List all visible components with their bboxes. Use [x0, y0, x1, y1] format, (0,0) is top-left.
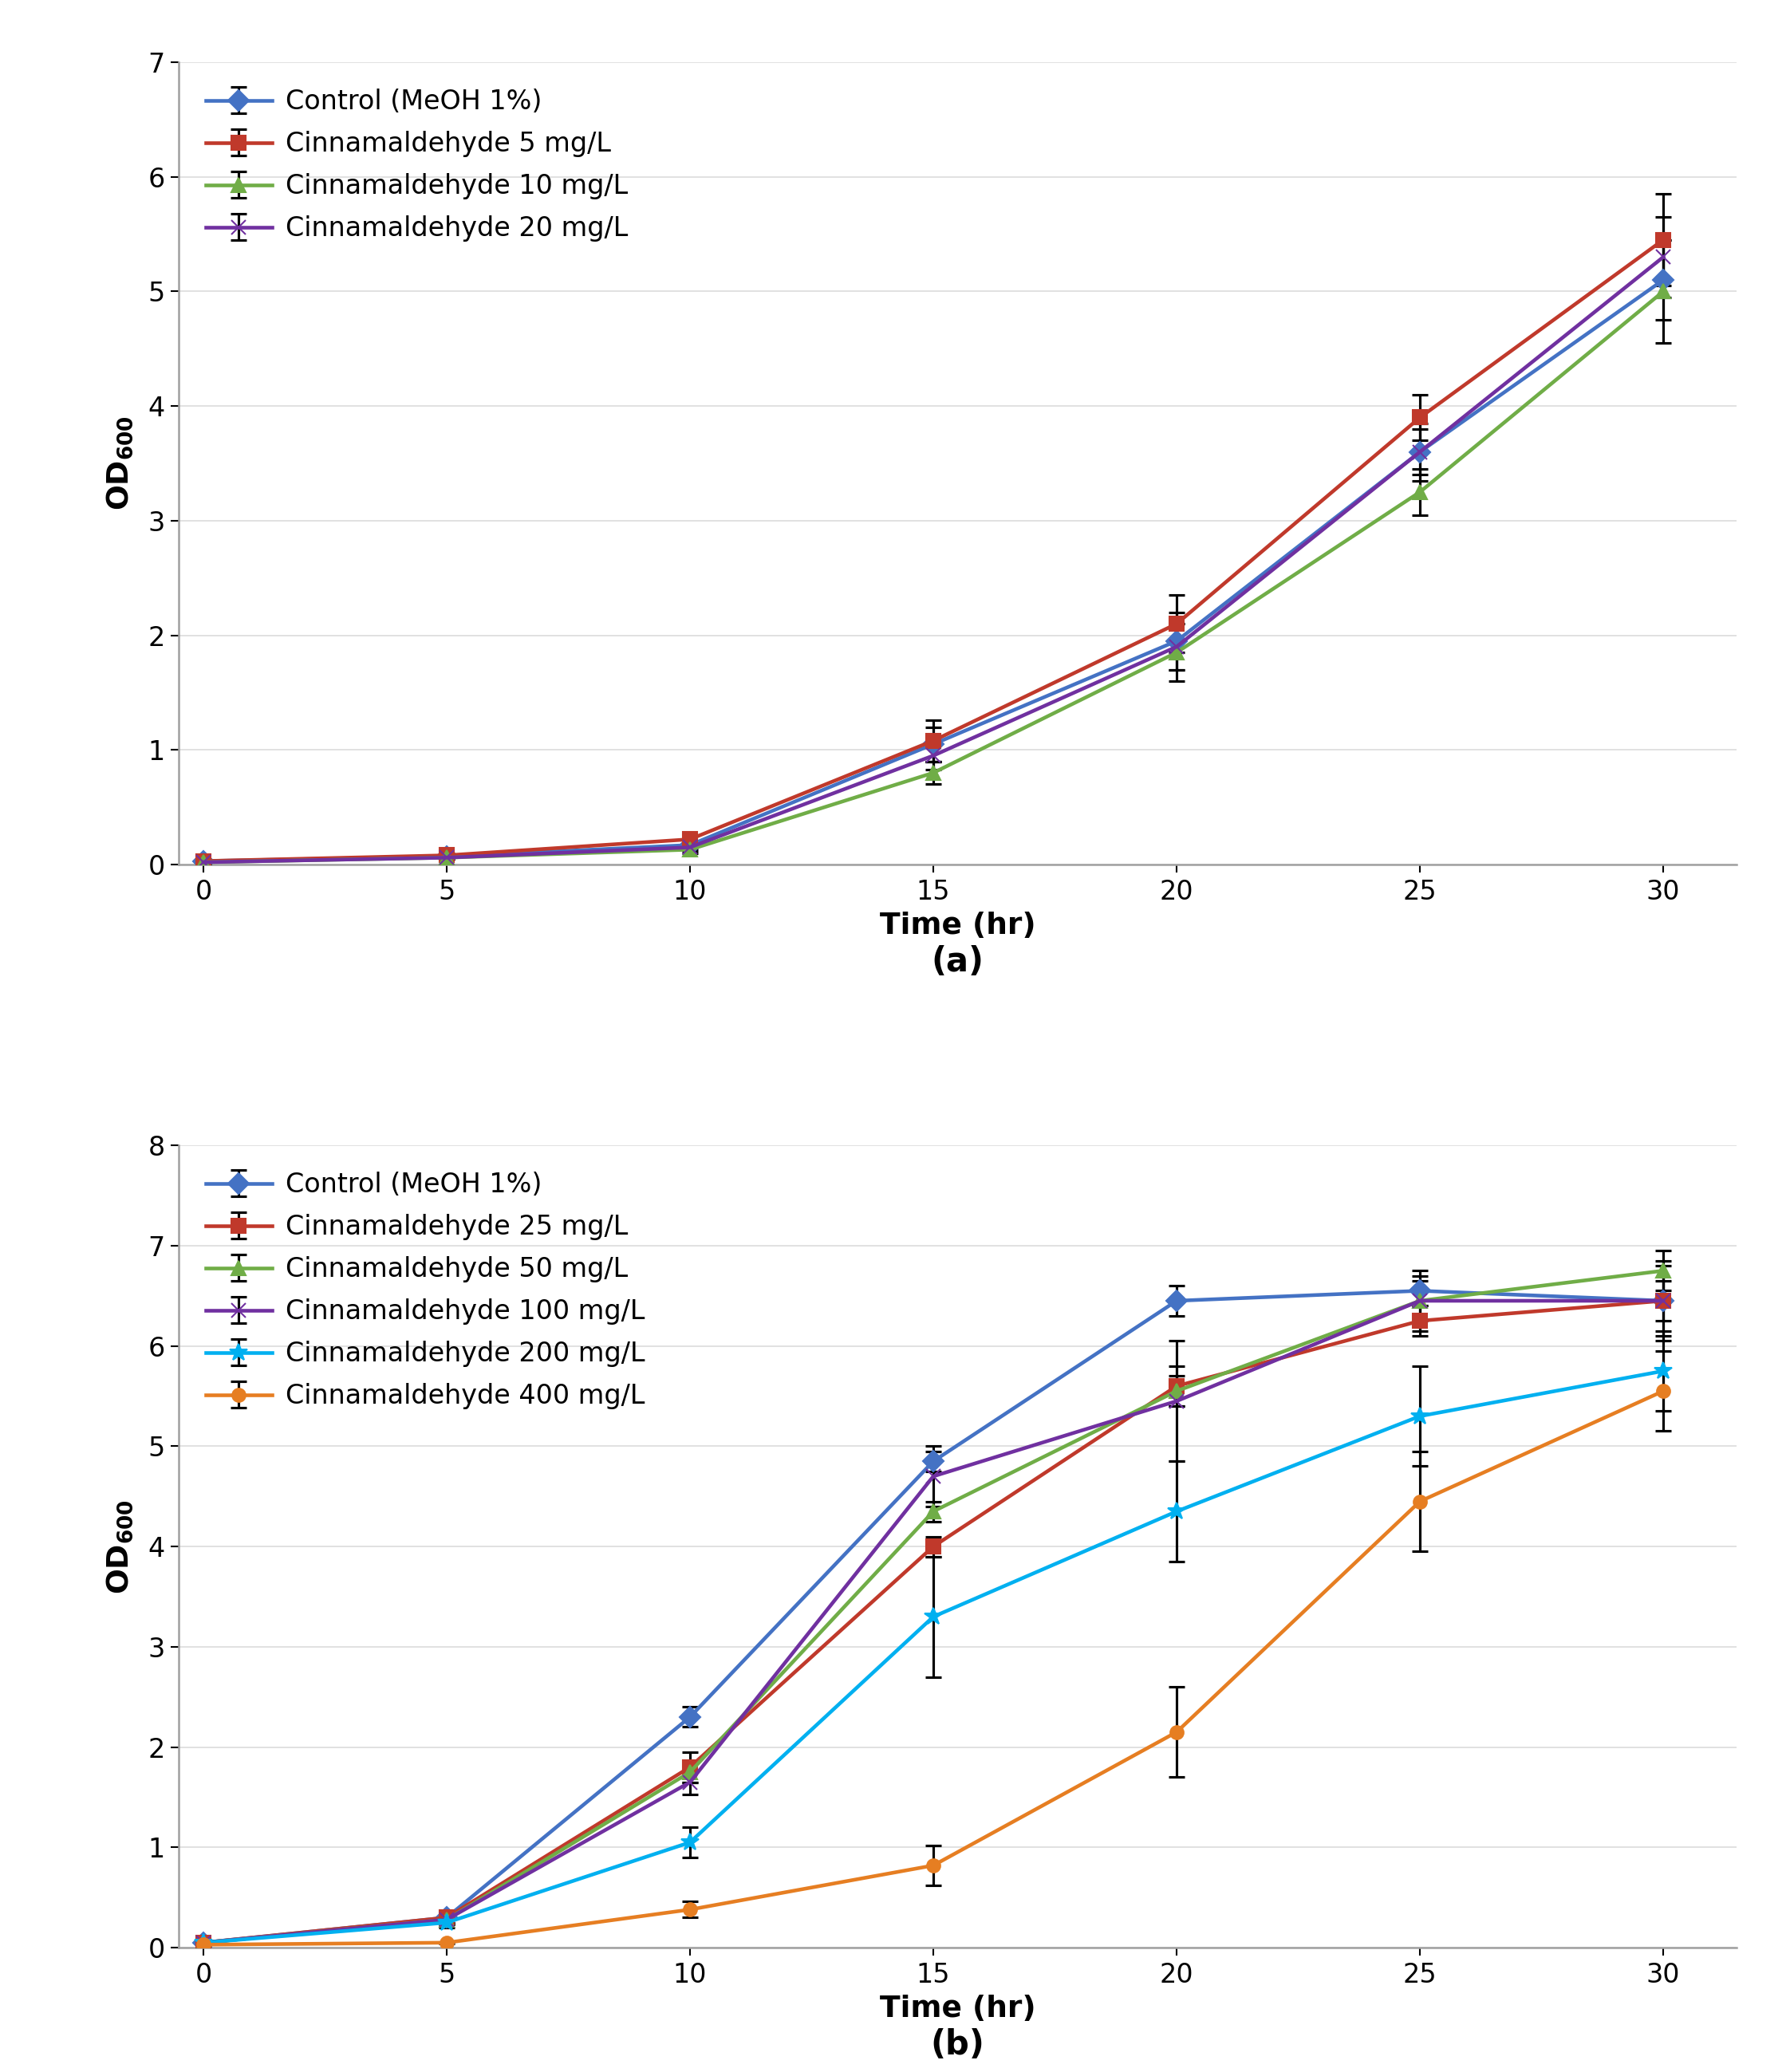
Y-axis label: OD$_{\mathregular{600}}$: OD$_{\mathregular{600}}$ [104, 1498, 134, 1593]
Legend: Control (MeOH 1%), Cinnamaldehyde 25 mg/L, Cinnamaldehyde 50 mg/L, Cinnamaldehyd: Control (MeOH 1%), Cinnamaldehyde 25 mg/… [192, 1158, 659, 1423]
Text: (b): (b) [931, 2028, 985, 2062]
Text: (a): (a) [931, 945, 985, 978]
Legend: Control (MeOH 1%), Cinnamaldehyde 5 mg/L, Cinnamaldehyde 10 mg/L, Cinnamaldehyde: Control (MeOH 1%), Cinnamaldehyde 5 mg/L… [192, 75, 641, 255]
X-axis label: Time (hr): Time (hr) [879, 1995, 1036, 2024]
Y-axis label: OD$_{\mathregular{600}}$: OD$_{\mathregular{600}}$ [104, 416, 134, 512]
X-axis label: Time (hr): Time (hr) [879, 912, 1036, 941]
